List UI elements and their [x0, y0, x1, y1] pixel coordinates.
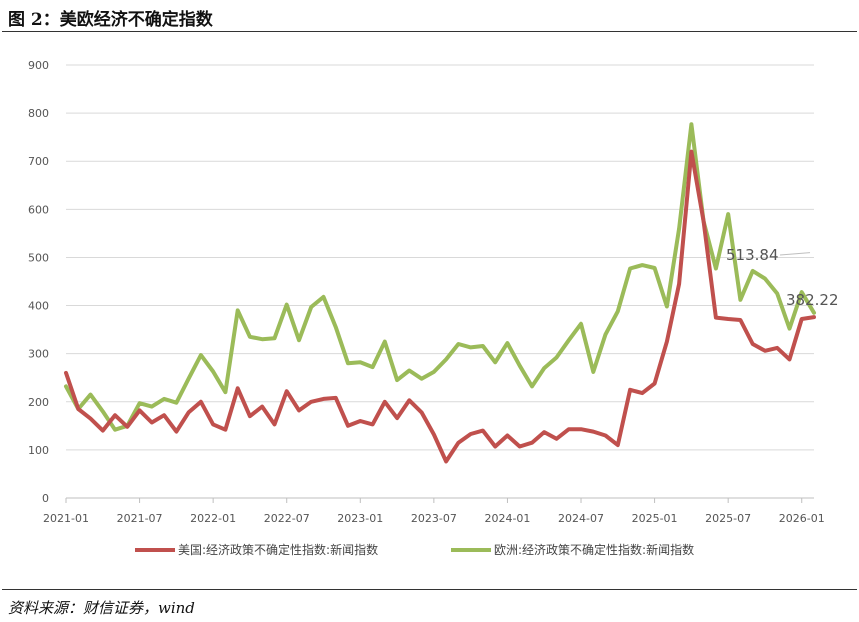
top-rule — [2, 31, 857, 32]
data-labels: 513.84 382.22 — [726, 246, 839, 309]
x-tick-label: 2021-07 — [117, 512, 163, 525]
us-series-line — [64, 149, 816, 464]
bottom-rule — [2, 589, 857, 590]
legend: 美国:经济政策不确定性指数:新闻指数 欧洲:经济政策不确定性指数:新闻指数 — [135, 542, 694, 557]
x-tick-label: 2021-01 — [43, 512, 89, 525]
grid-lines — [66, 64, 814, 451]
x-tick-label: 2025-07 — [705, 512, 751, 525]
y-tick-label: 700 — [28, 155, 49, 168]
y-tick-label: 0 — [42, 492, 49, 505]
eu-series-line — [64, 122, 816, 432]
y-tick-label: 800 — [28, 107, 49, 120]
x-tick-label: 2022-07 — [264, 512, 310, 525]
x-tick-label: 2023-07 — [411, 512, 457, 525]
y-tick-label: 100 — [28, 444, 49, 457]
x-tick-label: 2025-01 — [632, 512, 678, 525]
y-tick-label: 200 — [28, 396, 49, 409]
y-tick-label: 400 — [28, 300, 49, 313]
x-tick-label: 2022-01 — [190, 512, 236, 525]
x-tick-label: 2024-01 — [484, 512, 530, 525]
y-tick-label: 300 — [28, 348, 49, 361]
y-tick-label: 500 — [28, 251, 49, 264]
source-note: 资料来源：财信证券，wind — [8, 599, 195, 617]
eu-label-leader — [779, 252, 811, 256]
series-lines — [64, 122, 816, 464]
y-tick-label: 900 — [28, 59, 49, 72]
figure-title: 图 2：美欧经济不确定指数 — [8, 10, 213, 30]
x-axis-ticks: 2021-01 2021-07 2022-01 2022-07 2023-01 2023-… — [43, 498, 825, 525]
x-tick-label: 2024-07 — [558, 512, 604, 525]
us-end-label: 382.22 — [786, 291, 839, 309]
x-tick-label: 2026-01 — [779, 512, 825, 525]
eu-end-label: 513.84 — [726, 246, 779, 264]
legend-label-eu: 欧洲:经济政策不确定性指数:新闻指数 — [494, 542, 694, 557]
x-tick-label: 2023-01 — [337, 512, 383, 525]
y-axis-ticks: 0 100 200 300 400 500 600 700 800 900 — [28, 59, 49, 505]
y-tick-label: 600 — [28, 203, 49, 216]
legend-label-us: 美国:经济政策不确定性指数:新闻指数 — [178, 542, 378, 557]
